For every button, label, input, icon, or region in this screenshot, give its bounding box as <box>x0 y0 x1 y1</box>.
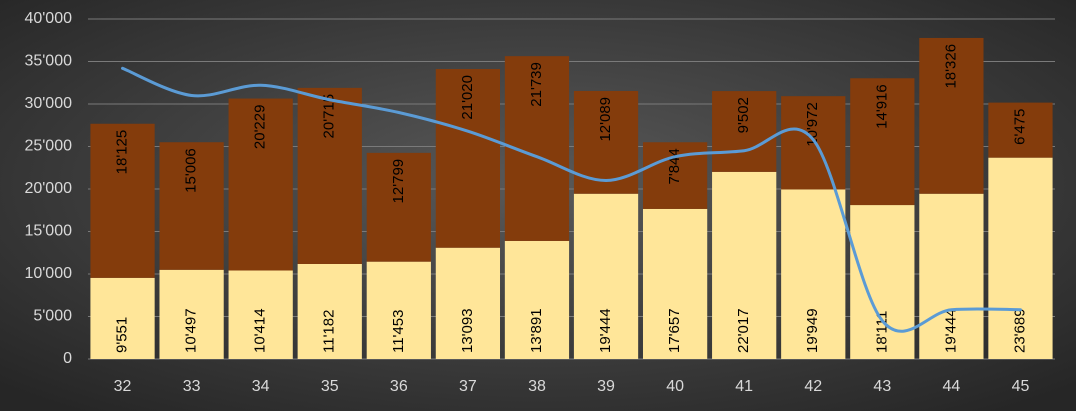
y-tick-label: 5'000 <box>33 308 72 325</box>
bar-segment <box>90 123 155 278</box>
bar-segment <box>366 261 431 359</box>
bar-segment <box>297 263 362 359</box>
data-label: 18'326 <box>942 44 959 89</box>
data-label: 21'020 <box>459 75 476 120</box>
data-label: 10'497 <box>183 308 200 353</box>
x-tick-label: 37 <box>459 378 477 395</box>
bar-segment <box>297 87 362 264</box>
data-label: 20'229 <box>252 105 269 150</box>
bar-segment <box>712 91 777 172</box>
data-label: 18'125 <box>114 130 131 175</box>
data-label: 20'715 <box>321 94 338 139</box>
x-tick-label: 34 <box>252 378 270 395</box>
x-tick-label: 35 <box>321 378 339 395</box>
y-tick-label: 25'000 <box>24 138 72 155</box>
y-tick-label: 35'000 <box>24 53 72 70</box>
bar-segment <box>988 157 1053 359</box>
bar-segment <box>228 98 293 271</box>
bar-segment <box>850 205 915 359</box>
data-label: 14'916 <box>873 84 890 129</box>
bar-segment <box>781 96 846 190</box>
x-tick-label: 43 <box>873 378 891 395</box>
bar-segment <box>642 208 708 359</box>
bar-segment <box>573 193 639 359</box>
data-label: 6'475 <box>1011 109 1028 145</box>
bar-segment <box>366 152 431 262</box>
bar-segment <box>435 247 501 359</box>
bar-segment <box>781 189 846 359</box>
data-label: 10'414 <box>252 308 269 353</box>
data-label: 18'111 <box>873 311 890 353</box>
bar-segment <box>988 102 1053 158</box>
data-label: 21'739 <box>528 62 545 107</box>
bar-segment <box>159 269 224 359</box>
data-label: 12'799 <box>390 159 407 204</box>
x-tick-label: 38 <box>528 378 546 395</box>
bar-segment <box>919 193 984 359</box>
bar-segment <box>850 78 915 206</box>
data-label: 17'657 <box>666 308 683 353</box>
x-tick-label: 45 <box>1012 378 1030 395</box>
x-tick-label: 36 <box>390 378 408 395</box>
x-tick-label: 41 <box>735 378 753 395</box>
x-tick-label: 42 <box>804 378 822 395</box>
data-label: 9'502 <box>735 97 752 133</box>
data-label: 7'844 <box>666 148 683 184</box>
data-label: 19'949 <box>804 308 821 353</box>
x-tick-label: 32 <box>114 378 132 395</box>
y-tick-label: 10'000 <box>24 265 72 282</box>
bar-segment <box>159 142 224 270</box>
data-label: 15'006 <box>183 148 200 193</box>
x-tick-label: 33 <box>183 378 201 395</box>
data-label: 13'093 <box>459 308 476 353</box>
x-tick-label: 39 <box>597 378 615 395</box>
data-label: 22'017 <box>735 308 752 353</box>
y-tick-label: 30'000 <box>24 95 72 112</box>
data-label: 12'089 <box>597 97 614 142</box>
line <box>121 66 1022 333</box>
y-tick-label: 0 <box>63 350 72 367</box>
bar-segment <box>228 270 293 359</box>
y-tick-label: 20'000 <box>24 180 72 197</box>
data-label: 13'891 <box>528 308 545 353</box>
bar-segment <box>919 37 984 194</box>
data-label: 11'182 <box>321 310 338 353</box>
data-label: 9'551 <box>114 317 131 353</box>
data-label: 11'453 <box>390 310 407 353</box>
data-label: 19'444 <box>942 308 959 353</box>
x-tick-label: 40 <box>666 378 684 395</box>
bar-segment <box>504 240 570 359</box>
bar-segment <box>435 69 501 248</box>
x-tick-label: 44 <box>942 378 960 395</box>
data-label: 23'689 <box>1011 308 1028 353</box>
bar-segment <box>90 277 155 359</box>
y-tick-label: 40'000 <box>24 10 72 27</box>
y-tick-label: 15'000 <box>24 223 72 240</box>
bar-segment <box>712 171 777 359</box>
data-label: 19'444 <box>597 308 614 353</box>
